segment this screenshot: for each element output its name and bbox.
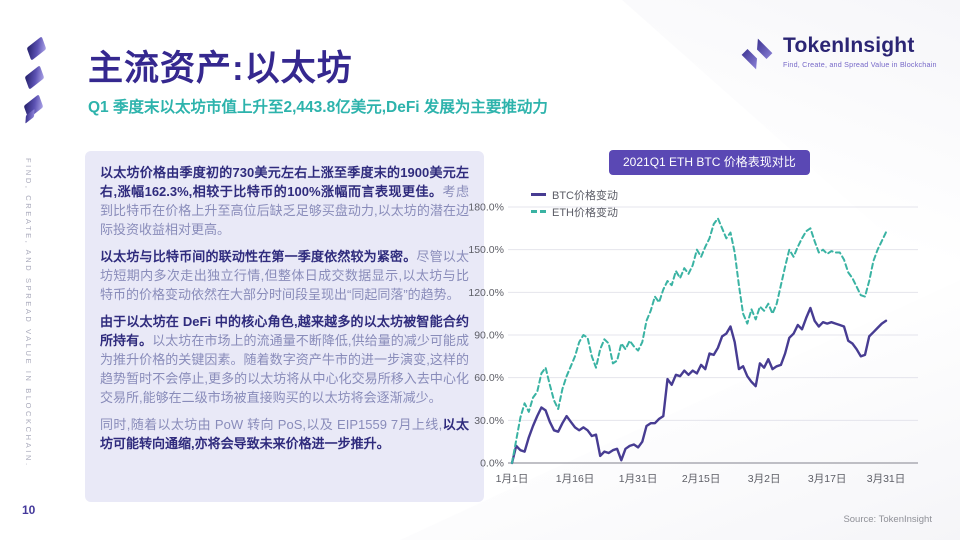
y-axis-tick-label: 180.0% [468, 202, 504, 214]
chart-legend: BTC价格变动 ETH价格变动 [531, 186, 618, 220]
body-paragraph: 以太坊与比特币间的联动性在第一季度依然较为紧密。尽管以太坊短期内多次走出独立行情… [100, 247, 469, 304]
body-paragraph: 同时,随着以太坊由 PoW 转向 PoS,以及 EIP1559 7月上线,以太坊… [100, 415, 469, 453]
y-axis-tick-label: 120.0% [468, 287, 504, 299]
body-text-emphasis: 以太坊可能转向通缩,亦将会导致未来价格进一步推升。 [100, 417, 469, 451]
y-axis-tick-label: 60.0% [474, 372, 504, 384]
tokeninsight-logo: TokenInsight Find, Create, and Spread Va… [738, 34, 937, 74]
legend-item-eth: ETH价格变动 [531, 203, 618, 220]
btc-line [510, 306, 888, 465]
y-axis-tick-label: 0.0% [480, 458, 504, 470]
y-axis-tick-label: 30.0% [474, 415, 504, 427]
page-title: 主流资产:以太坊 [88, 49, 353, 88]
body-text-emphasis: 以太坊与比特币间的联动性在第一季度依然较为紧密。 [100, 249, 417, 264]
x-axis-tick-label: 2月15日 [682, 473, 721, 485]
chart-title-badge: 2021Q1 ETH BTC 价格表现对比 [609, 150, 810, 175]
x-axis-tick-label: 1月1日 [496, 473, 529, 485]
body-text-regular: 考虑到比特币在价格上升至高位后缺乏足够买盘动力,以太坊的潜在边际投资收益相对更高… [100, 184, 469, 237]
arrow-decoration-icon [26, 36, 47, 61]
y-axis-tick-label: 90.0% [474, 330, 504, 342]
logo-name: TokenInsight [783, 34, 915, 57]
arrow-decoration-icon [23, 94, 44, 119]
eth-line [511, 217, 887, 464]
page-number: 10 [22, 503, 36, 517]
source-credit: Source: TokenInsight [843, 514, 932, 525]
body-text-emphasis: 以太坊价格由季度初的730美元左右上涨至季度末的1900美元左右,涨幅162.3… [100, 165, 469, 199]
x-axis-tick-label: 3月31日 [867, 473, 906, 485]
body-paragraph: 由于以太坊在 DeFi 中的核心角色,越来越多的以太坊被智能合约所持有。以太坊在… [100, 312, 469, 407]
body-text-regular: 同时,随着以太坊由 PoW 转向 PoS,以及 EIP1559 7月上线, [100, 417, 443, 432]
body-text-emphasis: 由于以太坊在 DeFi 中的核心角色,越来越多的以太坊被智能合约所持有。 [100, 314, 469, 348]
btc-line-swatch [531, 193, 546, 196]
page-subtitle: Q1 季度末以太坊市值上升至2,443.8亿美元,DeFi 发展为主要推动力 [88, 99, 548, 116]
logo-text-block: TokenInsight Find, Create, and Spread Va… [783, 34, 937, 69]
body-text-regular: 尽管以太坊短期内多次走出独立行情,但整体日成交数据显示,以太坊与比特币的价格变动… [100, 249, 469, 302]
arrow-decoration-icon [24, 65, 45, 90]
x-axis-tick-label: 1月16日 [556, 473, 595, 485]
legend-label-eth: ETH价格变动 [552, 206, 618, 219]
body-text-panel: 以太坊价格由季度初的730美元左右上涨至季度末的1900美元左右,涨幅162.3… [85, 151, 484, 502]
sidebar-vertical-tagline: FIND, CREATE, AND SPREAD VALUE IN BLOCKC… [24, 158, 33, 468]
body-paragraph: 以太坊价格由季度初的730美元左右上涨至季度末的1900美元左右,涨幅162.3… [100, 163, 469, 239]
eth-line-swatch [531, 210, 546, 213]
tokeninsight-logo-icon [741, 38, 773, 70]
logo-tagline: Find, Create, and Spread Value in Blockc… [783, 60, 937, 69]
x-axis-tick-label: 1月31日 [619, 473, 658, 485]
body-text-regular: 以太坊在市场上的流通量不断降低,供给量的减少可能成为推升价格的关键因素。随着数字… [100, 333, 469, 405]
legend-item-btc: BTC价格变动 [531, 186, 618, 203]
legend-label-btc: BTC价格变动 [552, 189, 618, 202]
x-axis-tick-label: 3月2日 [748, 473, 781, 485]
price-chart: 0.0% 30.0% 60.0% 90.0% 120.0% 150.0% 180.0% 1月1… [468, 202, 918, 485]
y-axis-tick-label: 150.0% [468, 244, 504, 256]
x-axis-tick-label: 3月17日 [808, 473, 847, 485]
